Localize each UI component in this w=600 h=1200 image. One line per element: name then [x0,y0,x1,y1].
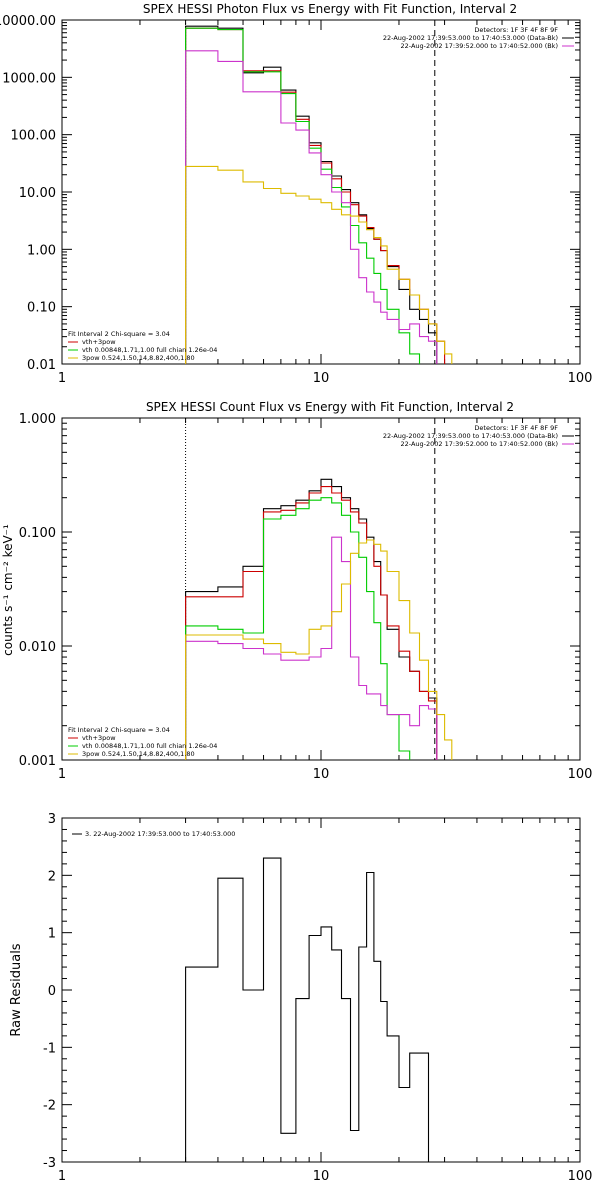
x-tick-label: 100 [568,1169,593,1184]
y-tick-label: 10000.00 [0,14,56,29]
legend-entry: vth+3pow [82,734,116,742]
count-flux-title: SPEX HESSI Count Flux vs Energy with Fit… [146,400,514,414]
y-tick-label: 3 [48,812,56,827]
y-tick-label: 1 [48,927,56,942]
residuals-ylabel: Raw Residuals [9,943,24,1036]
legend-entry: vth 0.00848,1.71,1.00 full chian 1.26e-0… [82,346,217,354]
residuals-plot-area: 1 10 100 -3 -2 -1 0 1 2 3 3. 22-Aug-2002 17:39:53.… [43,812,592,1184]
y-tick-label: 0 [48,984,56,999]
count-flux-ylabel: counts s⁻¹ cm⁻² keV⁻¹ [1,524,15,656]
legend-entry: vth 0.00848,1.71,1.00 full chian 1.26e-0… [82,742,217,750]
y-tick-label: 0.01 [27,358,56,373]
series-powerlaw [185,165,453,364]
series-thermal [185,497,411,760]
series-powerlaw [185,539,453,760]
y-tick-label: -3 [43,1156,56,1171]
x-tick-label: 100 [568,767,593,782]
legend-entry: 22-Aug-2002 17:39:53.000 to 17:40:53.000… [383,34,558,42]
y-tick-label: 0.100 [19,526,56,541]
legend-entry: 22-Aug-2002 17:39:52.000 to 17:40:52.000… [401,42,558,50]
photon-flux-panel: SPEX HESSI Photon Flux vs Energy with Fi… [0,2,592,386]
plot-frame [61,817,581,1163]
series-thermal [185,27,421,364]
legend-entry: 22-Aug-2002 17:39:53.000 to 17:40:53.000… [383,432,558,440]
legend-entry: Detectors: 1F 3F 4F 8F 9F [474,424,558,432]
x-tick-label: 10 [313,1169,330,1184]
legend-entry: 3. 22-Aug-2002 17:39:53.000 to 17:40:53.… [85,830,235,838]
x-tick-label: 100 [568,371,593,386]
fit-legend-header: Fit Interval 2 Chi-square = 3.04 [68,330,170,338]
legend-entry: 3pow 0.524,1.50,14,8.82,400,1.80 [82,354,195,362]
y-tick-label: 0.001 [19,754,56,769]
legend-entry: 22-Aug-2002 17:39:52.000 to 17:40:52.000… [401,440,558,448]
plot-frame [61,417,581,761]
fit-legend-header: Fit Interval 2 Chi-square = 3.04 [68,726,170,734]
x-tick-label: 10 [313,767,330,782]
x-tick-label: 10 [313,371,330,386]
legend-entry: vth+3pow [82,338,116,346]
y-tick-label: -2 [43,1099,56,1114]
legend-entry: Detectors: 1F 3F 4F 8F 9F [474,26,558,34]
y-tick-label: 0.010 [19,640,56,655]
photon-flux-title: SPEX HESSI Photon Flux vs Energy with Fi… [143,2,517,16]
photon-flux-plot-area: 1 10 100 0.01 0.10 1.00 10.00 100.00 1000.00 1000… [0,14,592,386]
y-tick-label: 0.10 [27,301,56,316]
count-flux-plot-area: 1 10 100 0.001 0.010 0.100 1.000 Detectors: 1F … [19,412,593,782]
series-background [185,50,438,364]
y-tick-label: 1.00 [27,243,56,258]
series-fit-total [185,486,438,760]
y-tick-label: 100.00 [11,129,57,144]
x-tick-label: 1 [58,767,66,782]
plot-frame [61,19,581,365]
y-tick-label: 2 [48,869,56,884]
series-fit-total [185,27,446,364]
y-tick-label: 10.00 [19,186,56,201]
y-tick-label: -1 [43,1041,56,1056]
legend-entry: 3pow 0.524,1.50,14,8.82,400,1.80 [82,750,195,758]
series-residuals [185,857,437,1162]
y-tick-label: 1.000 [19,412,56,427]
x-tick-label: 1 [58,371,66,386]
x-tick-label: 1 [58,1169,66,1184]
y-tick-label: 1000.00 [2,71,56,86]
count-flux-panel: SPEX HESSI Count Flux vs Energy with Fit… [1,400,592,782]
residuals-panel: Raw Residuals 1 10 100 -3 -2 -1 0 1 2 3 3. 22-Aug-… [9,812,592,1184]
